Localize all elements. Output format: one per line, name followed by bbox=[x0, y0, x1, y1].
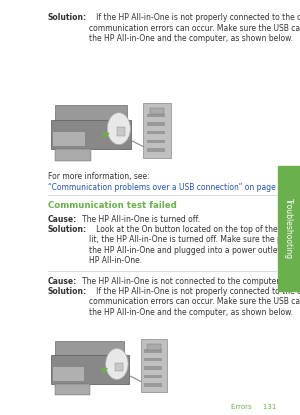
Bar bbox=[53, 132, 85, 146]
Bar bbox=[51, 120, 131, 149]
Text: Solution:: Solution: bbox=[48, 225, 87, 234]
Text: Errors     131: Errors 131 bbox=[231, 404, 276, 410]
Bar bbox=[55, 149, 91, 161]
Text: Solution:: Solution: bbox=[48, 13, 87, 22]
Bar bbox=[144, 383, 162, 386]
Bar bbox=[55, 342, 124, 356]
Bar bbox=[146, 140, 166, 143]
Text: Look at the On button located on the top of the HP All-in-One. If it is not
lit,: Look at the On button located on the top… bbox=[88, 225, 300, 265]
Bar bbox=[115, 363, 123, 371]
Bar bbox=[53, 367, 84, 381]
Bar bbox=[146, 122, 166, 126]
Bar bbox=[117, 127, 125, 136]
Bar bbox=[143, 103, 171, 158]
Bar bbox=[150, 108, 164, 114]
Bar bbox=[144, 358, 162, 361]
Text: The HP All-in-One is not connected to the computer.: The HP All-in-One is not connected to th… bbox=[82, 277, 282, 286]
Bar bbox=[144, 375, 162, 378]
Circle shape bbox=[106, 349, 128, 379]
Bar bbox=[55, 105, 127, 120]
Bar bbox=[55, 384, 90, 395]
Bar bbox=[146, 131, 166, 134]
Text: If the HP All-in-One is not properly connected to the computer,
communication er: If the HP All-in-One is not properly con… bbox=[88, 13, 300, 43]
Text: Troubleshooting: Troubleshooting bbox=[284, 198, 293, 259]
Text: Solution:: Solution: bbox=[48, 287, 87, 296]
Bar bbox=[146, 114, 166, 117]
Bar bbox=[146, 149, 166, 152]
Text: Communication test failed: Communication test failed bbox=[48, 201, 177, 210]
Bar bbox=[147, 344, 161, 350]
Text: Cause:: Cause: bbox=[48, 277, 77, 286]
Bar bbox=[278, 166, 300, 290]
Bar bbox=[144, 366, 162, 370]
Text: “Communication problems over a USB connection” on page 79: “Communication problems over a USB conne… bbox=[48, 183, 288, 192]
Text: If the HP All-in-One is not properly connected to the computer,
communication er: If the HP All-in-One is not properly con… bbox=[88, 287, 300, 317]
Text: The HP All-in-One is turned off.: The HP All-in-One is turned off. bbox=[82, 215, 201, 224]
Text: For more information, see:: For more information, see: bbox=[48, 172, 150, 181]
Bar bbox=[51, 356, 128, 384]
Bar bbox=[141, 339, 167, 392]
Text: Cause:: Cause: bbox=[48, 215, 77, 224]
Circle shape bbox=[107, 112, 130, 144]
Bar bbox=[144, 349, 162, 353]
